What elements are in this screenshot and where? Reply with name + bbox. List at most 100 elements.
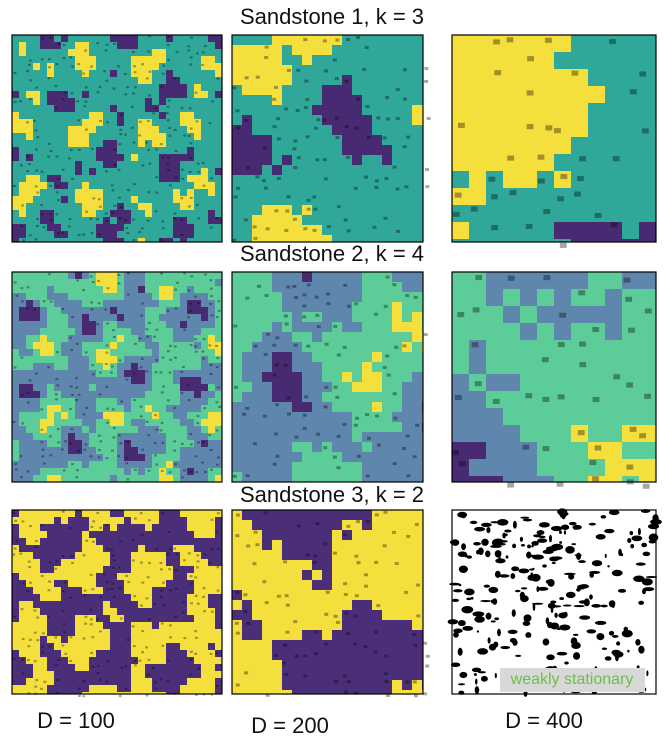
segment-cell — [19, 42, 26, 49]
segment-cell — [412, 75, 422, 85]
segment-cell — [110, 608, 117, 615]
grain — [197, 302, 200, 304]
segment-cell — [208, 552, 215, 559]
segment-cell — [40, 63, 47, 70]
segment-cell — [180, 300, 187, 307]
segment-cell — [75, 426, 82, 433]
grain — [96, 218, 99, 220]
segment-cell — [312, 352, 322, 362]
segment-cell — [103, 636, 110, 643]
segment-cell — [292, 570, 302, 580]
segment-cell — [19, 664, 26, 671]
segment-cell — [352, 282, 362, 292]
segment-cell — [12, 238, 19, 242]
segment-cell — [332, 590, 342, 600]
segment-cell — [19, 189, 26, 196]
segment-cell — [173, 314, 180, 321]
grain — [188, 552, 191, 554]
segment-cell — [68, 238, 75, 242]
segment-cell — [412, 510, 422, 520]
segment-cell — [571, 476, 588, 482]
segment-cell — [89, 566, 96, 573]
segment-cell — [194, 426, 201, 433]
grain — [141, 302, 144, 304]
grain — [85, 616, 88, 618]
segment-cell — [173, 391, 180, 398]
segment-cell — [322, 362, 332, 372]
segment-cell — [382, 422, 392, 432]
segment-cell — [96, 105, 103, 112]
segment-cell — [392, 580, 402, 590]
segment-cell — [166, 573, 173, 580]
segment-cell — [145, 210, 152, 217]
segment-cell — [47, 161, 54, 168]
segment-cell — [201, 685, 208, 692]
segmentation-panel — [452, 272, 656, 489]
segment-cell — [194, 154, 201, 161]
grain — [64, 653, 67, 655]
segment-cell — [82, 363, 89, 370]
segment-cell — [187, 224, 194, 231]
segment-cell — [292, 510, 302, 520]
grain — [527, 90, 534, 95]
grain — [190, 64, 193, 66]
grain — [396, 117, 400, 120]
segment-cell — [82, 314, 89, 321]
grain — [372, 226, 376, 229]
segment-cell — [40, 154, 47, 161]
segment-cell — [372, 35, 382, 45]
segment-cell — [159, 517, 166, 524]
segment-cell — [201, 342, 208, 349]
segment-cell — [19, 461, 26, 468]
grain — [161, 391, 164, 393]
segment-cell — [82, 384, 89, 391]
grain — [216, 366, 219, 368]
segment-cell — [166, 196, 173, 203]
segment-cell — [89, 398, 96, 405]
grain — [75, 377, 78, 379]
segment-cell — [89, 552, 96, 559]
grain — [323, 118, 327, 121]
segment-cell — [402, 382, 412, 392]
segment-cell — [201, 210, 208, 217]
grain — [147, 149, 150, 151]
segment-cell — [332, 332, 342, 342]
grain — [183, 469, 186, 471]
grain — [181, 443, 184, 445]
segment-cell — [392, 272, 402, 282]
segment-cell — [159, 412, 166, 419]
segment-cell — [208, 391, 215, 398]
segment-cell — [145, 510, 152, 517]
segment-cell — [19, 231, 26, 238]
segment-cell — [208, 412, 215, 419]
segment-cell — [124, 552, 131, 559]
segment-cell — [272, 322, 282, 332]
segment-cell — [26, 594, 33, 601]
segment-cell — [19, 615, 26, 622]
segment-cell — [173, 433, 180, 440]
segment-cell — [96, 126, 103, 133]
grain — [346, 38, 350, 41]
grain — [262, 580, 266, 583]
segment-cell — [103, 238, 110, 242]
segment-cell — [382, 580, 392, 590]
segment-cell — [208, 405, 215, 412]
grain — [34, 129, 37, 131]
segment-cell — [242, 322, 252, 332]
grain — [277, 595, 281, 598]
grain — [175, 150, 178, 152]
grain — [85, 101, 88, 103]
segment-cell — [75, 154, 82, 161]
segment-cell — [342, 115, 352, 125]
segment-cell — [138, 545, 145, 552]
segment-cell — [96, 426, 103, 433]
segment-cell — [208, 461, 215, 468]
segment-cell — [262, 215, 272, 225]
grain — [285, 209, 289, 212]
grain — [15, 540, 18, 542]
segment-cell — [12, 105, 19, 112]
segment-cell — [352, 362, 362, 372]
segment-cell — [252, 272, 262, 282]
segment-cell — [520, 425, 537, 442]
segment-cell — [152, 573, 159, 580]
